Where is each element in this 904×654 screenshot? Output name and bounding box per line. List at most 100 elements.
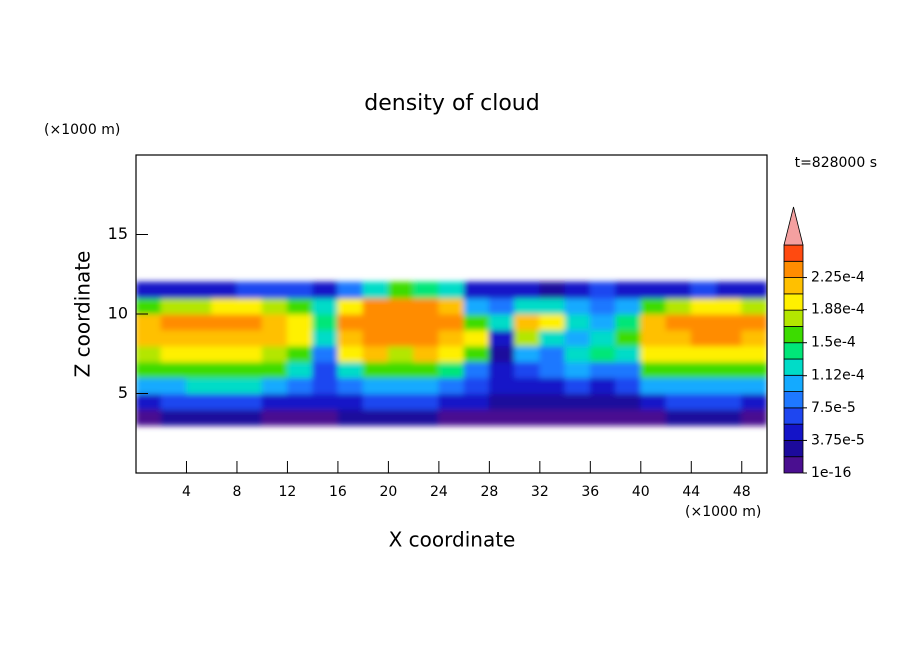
field-cell	[362, 329, 389, 347]
field-cell	[589, 281, 617, 299]
field-cell	[185, 329, 213, 347]
y-unit: (×1000 m)	[44, 122, 120, 138]
field-cell	[185, 408, 213, 426]
y-tick-label: 15	[108, 224, 128, 243]
field-cell	[463, 297, 490, 315]
colorbar-box	[783, 423, 804, 441]
field-cell	[564, 281, 591, 299]
field-cell	[337, 361, 364, 379]
field-cell	[286, 297, 314, 315]
field-cell	[286, 393, 314, 410]
field-cell	[488, 408, 516, 426]
field-cell	[362, 345, 389, 363]
colorbar-tick-label: 1e-16	[811, 465, 851, 481]
field-cell	[387, 408, 415, 426]
colorbar-tick-label: 2.25e-4	[811, 270, 865, 286]
field-cell	[136, 393, 162, 410]
field-cell	[387, 393, 415, 410]
field-cell	[564, 361, 591, 379]
colorbar-tick-label: 1.88e-4	[811, 302, 865, 318]
field-cell	[312, 281, 339, 299]
field-cell	[261, 281, 288, 299]
field-cell	[438, 361, 465, 379]
field-cell	[564, 297, 591, 315]
field-cell	[488, 329, 516, 347]
colorbar-box	[783, 456, 804, 474]
colorbar-box	[783, 342, 804, 360]
field-cell	[665, 377, 692, 394]
field-cell	[564, 393, 591, 410]
field-cell	[539, 361, 566, 379]
field-cell	[640, 313, 667, 331]
field-cell	[665, 297, 692, 315]
x-tick-label: 8	[232, 484, 241, 500]
field-cell	[514, 281, 541, 299]
chart-title: density of cloud	[364, 91, 539, 116]
field-cell	[615, 393, 642, 410]
field-cell	[413, 281, 440, 299]
field-cell	[539, 281, 566, 299]
field-cell	[261, 393, 288, 410]
colorbar: 1e-16 3.75e-5 7.5e-5 1.12e-4 1.5e-4 1.88e-4 2.…	[783, 206, 865, 481]
x-tick-label: 16	[329, 484, 347, 500]
field-cell	[741, 345, 767, 363]
field-cell	[564, 377, 591, 394]
field-cell	[564, 345, 591, 363]
field-cell	[640, 377, 667, 394]
field-cell	[488, 345, 516, 363]
field-cell	[362, 377, 389, 394]
field-cell	[438, 408, 465, 426]
x-tick-label: 40	[632, 484, 650, 500]
field-cell	[236, 281, 263, 299]
field-cell	[236, 345, 263, 363]
field-cell	[337, 377, 364, 394]
field-cell	[387, 313, 415, 331]
field-cell	[136, 377, 162, 394]
field-cell	[185, 377, 213, 394]
field-cell	[539, 393, 566, 410]
field-cell	[136, 345, 162, 363]
field-cell	[261, 313, 288, 331]
field-cell	[337, 345, 364, 363]
field-cell	[136, 408, 162, 426]
field-cell	[741, 281, 767, 299]
field-cell	[337, 313, 364, 331]
field-cell	[716, 329, 743, 347]
field-cell	[413, 393, 440, 410]
field-cell	[211, 361, 238, 379]
field-cell	[564, 313, 591, 331]
field-cell	[312, 313, 339, 331]
field-cell	[665, 281, 692, 299]
field-cell	[438, 329, 465, 347]
field-cell	[690, 393, 718, 410]
field-cell	[211, 408, 238, 426]
field-cell	[312, 361, 339, 379]
field-cell	[665, 393, 692, 410]
field-cell	[160, 297, 187, 315]
x-tick-label: 32	[531, 484, 549, 500]
field-cell	[185, 297, 213, 315]
field-cell	[387, 297, 415, 315]
field-cell	[514, 329, 541, 347]
field-cell	[286, 361, 314, 379]
field-cell	[741, 361, 767, 379]
field-cell	[185, 345, 213, 363]
field-cell	[211, 393, 238, 410]
field-cell	[488, 393, 516, 410]
field-cell	[337, 408, 364, 426]
field-cell	[185, 281, 213, 299]
field-cell	[413, 345, 440, 363]
field-cell	[337, 281, 364, 299]
field-cell	[261, 408, 288, 426]
field-cell	[463, 329, 490, 347]
x-tick-label: 12	[279, 484, 297, 500]
field-cell	[438, 313, 465, 331]
field-cell	[261, 377, 288, 394]
field-cell	[236, 408, 263, 426]
field-cell	[665, 361, 692, 379]
field-cell	[716, 377, 743, 394]
field-cell	[387, 361, 415, 379]
field-cell	[665, 345, 692, 363]
field-cell	[463, 345, 490, 363]
